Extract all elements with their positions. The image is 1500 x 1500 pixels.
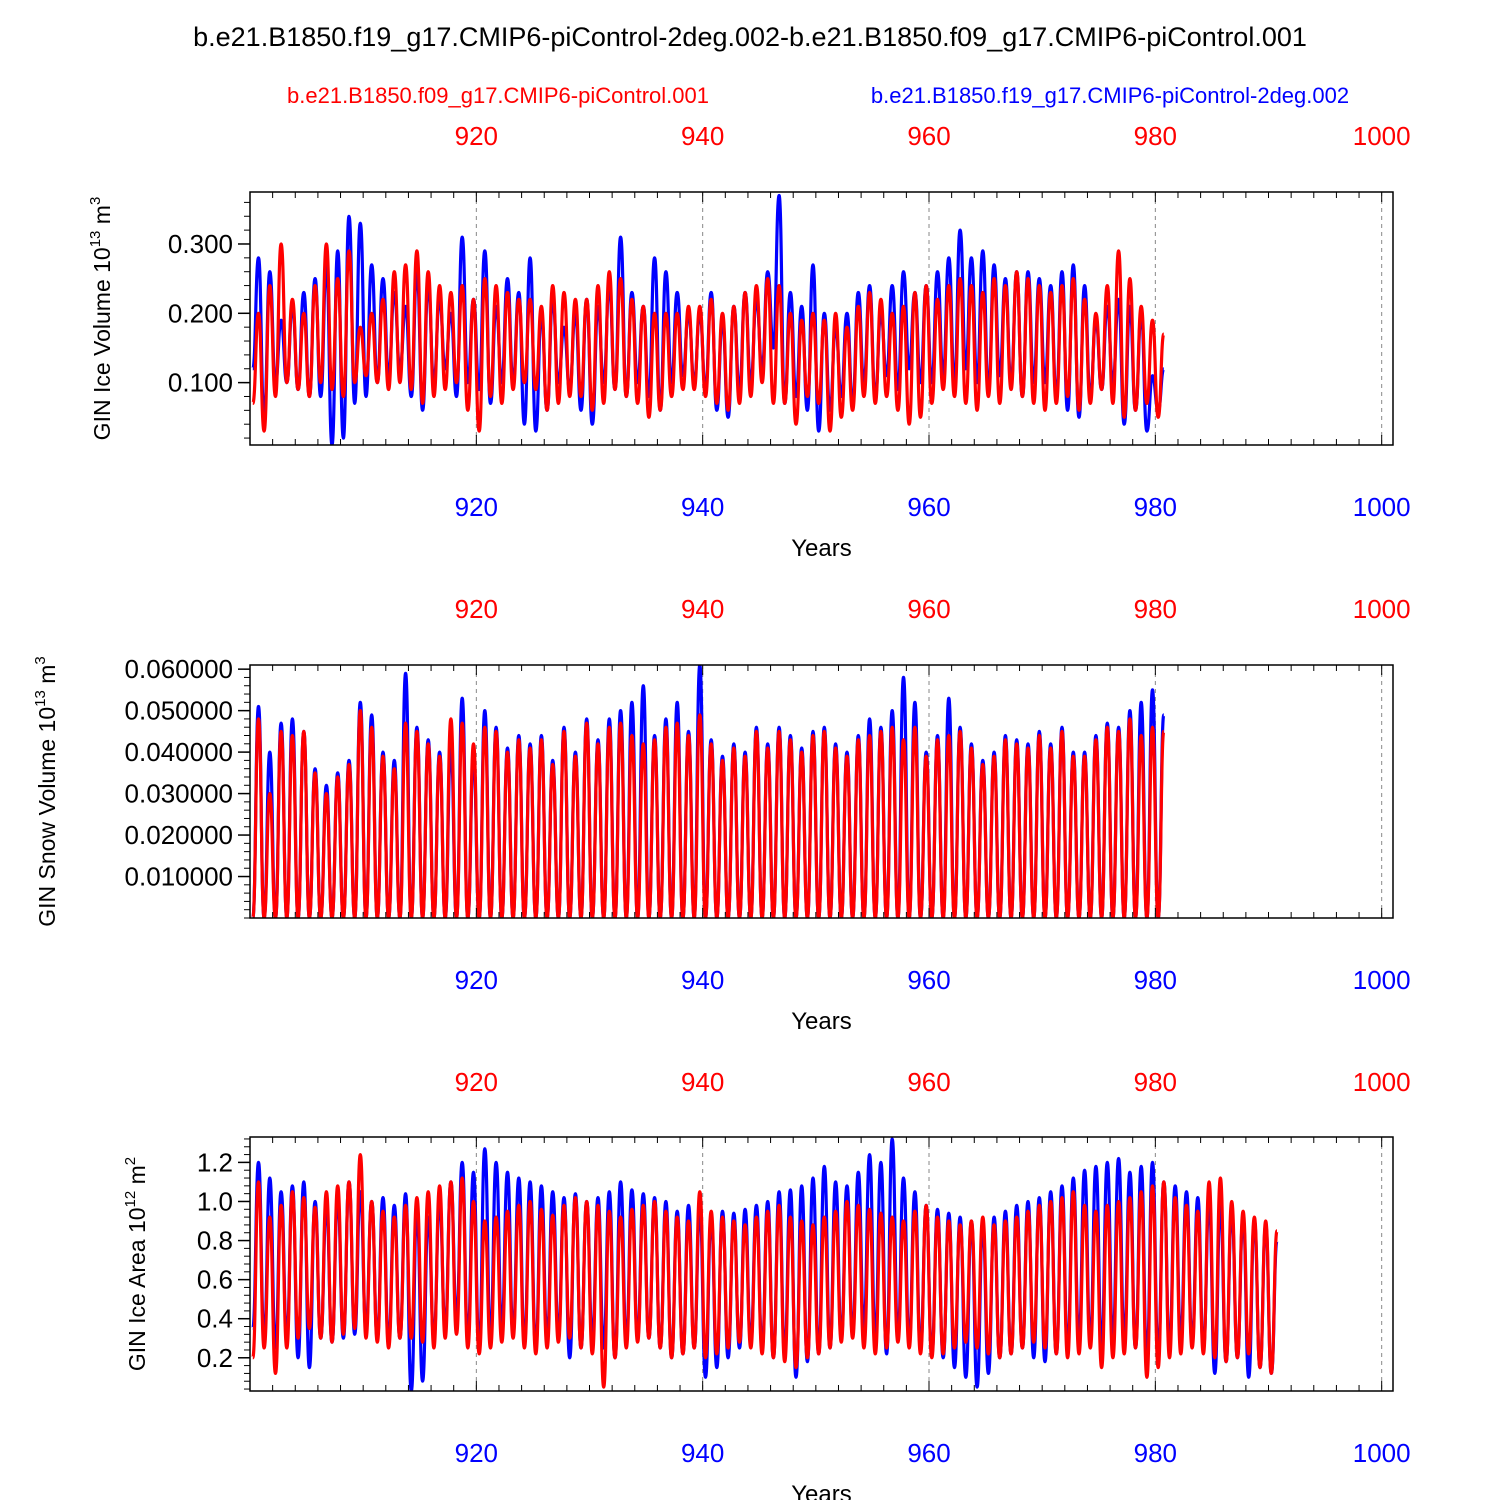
y-axis-title-superscript: 13 [87,231,104,248]
y-tick-label-0.040000: 0.040000 [125,737,233,767]
y-axis-title-text: GIN Ice Volume 10 [89,247,115,440]
x-bottom-tick-label-980: 980 [1134,492,1177,522]
y-axis-title-text: m [34,665,60,691]
x-top-tick-label-960: 960 [907,1067,950,1097]
y-tick-label-0.010000: 0.010000 [125,862,233,892]
y-axis-title-superscript: 2 [122,1157,139,1165]
plot-frame [249,191,1394,446]
legend-red-label: b.e21.B1850.f09_g17.CMIP6-piControl.001 [287,83,709,108]
y-axis-title-text: GIN Snow Volume 10 [34,707,60,927]
x-bottom-tick-label-1000: 1000 [1353,1438,1411,1468]
series-line-red [251,709,1166,918]
y-tick-label-0.050000: 0.050000 [125,696,233,726]
x-bottom-tick-label-980: 980 [1134,1438,1177,1468]
x-bottom-tick-label-980: 980 [1134,965,1177,995]
figure-title: b.e21.B1850.f19_g17.CMIP6-piControl-2deg… [193,22,1307,52]
x-bottom-tick-label-960: 960 [907,965,950,995]
chart-panel-ice-area: 0.2 0.4 0.6 0.8 1.0 1.2 920 920 940 940 960 960 980 9… [122,1067,1411,1500]
y-tick-label-0.100: 0.100 [168,368,233,398]
y-tick-label-0.200: 0.200 [168,298,233,328]
y-axis-title-superscript: 3 [32,656,49,664]
y-axis-title-text: GIN Ice Area 10 [124,1207,150,1371]
y-tick-label-1.0: 1.0 [197,1186,233,1216]
y-tick-label-0.030000: 0.030000 [125,779,233,809]
x-top-tick-label-920: 920 [455,121,498,151]
x-top-tick-label-960: 960 [907,121,950,151]
x-bottom-tick-label-1000: 1000 [1353,965,1411,995]
x-top-tick-label-980: 980 [1134,594,1177,624]
y-axis-title: GIN Ice Volume 1013 m3 [87,197,115,441]
y-tick-label-0.020000: 0.020000 [125,820,233,850]
chart-panel-ice-volume: 0.100 0.200 0.300 920 920 940 940 960 960 980 980 1… [87,121,1411,562]
y-axis-title-superscript: 12 [122,1191,139,1208]
x-bottom-tick-label-920: 920 [455,1438,498,1468]
x-top-tick-label-960: 960 [907,594,950,624]
x-axis-title: Years [791,1481,852,1500]
x-bottom-tick-label-940: 940 [681,492,724,522]
plot-frame [249,664,1394,919]
x-top-tick-label-980: 980 [1134,1067,1177,1097]
y-axis-title: GIN Ice Area 1012 m2 [122,1157,150,1371]
x-top-tick-label-1000: 1000 [1353,121,1411,151]
y-axis-title-text: m [124,1165,150,1191]
x-bottom-tick-label-940: 940 [681,1438,724,1468]
y-axis-title-text: m [89,205,115,231]
x-top-tick-label-920: 920 [455,594,498,624]
x-axis-title: Years [791,535,852,562]
y-axis-title-superscript: 13 [32,690,49,707]
y-tick-label-0.060000: 0.060000 [125,654,233,684]
x-top-tick-label-920: 920 [455,1067,498,1097]
x-top-tick-label-940: 940 [681,1067,724,1097]
x-bottom-tick-label-960: 960 [907,492,950,522]
series-line-red [251,242,1166,433]
x-bottom-tick-label-920: 920 [455,492,498,522]
series-line-red [251,1153,1279,1389]
x-axis-title: Years [791,1008,852,1035]
y-axis-title: GIN Snow Volume 1013 m3 [32,656,60,927]
chart-panel-snow-volume: 0.010000 0.020000 0.030000 0.040000 0.050000… [32,594,1411,1035]
x-top-tick-label-1000: 1000 [1353,1067,1411,1097]
x-bottom-tick-label-1000: 1000 [1353,492,1411,522]
y-tick-label-0.2: 0.2 [197,1343,233,1373]
y-axis-title-superscript: 3 [87,197,104,205]
x-bottom-tick-label-960: 960 [907,1438,950,1468]
y-tick-label-0.4: 0.4 [197,1304,233,1334]
y-tick-label-1.2: 1.2 [197,1147,233,1177]
x-top-tick-label-940: 940 [681,594,724,624]
x-bottom-tick-label-940: 940 [681,965,724,995]
y-tick-label-0.8: 0.8 [197,1226,233,1256]
y-tick-label-0.6: 0.6 [197,1265,233,1295]
x-top-tick-label-1000: 1000 [1353,594,1411,624]
x-bottom-tick-label-920: 920 [455,965,498,995]
y-tick-label-0.300: 0.300 [168,229,233,259]
x-top-tick-label-940: 940 [681,121,724,151]
legend-blue-label: b.e21.B1850.f19_g17.CMIP6-piControl-2deg… [871,83,1349,108]
x-top-tick-label-980: 980 [1134,121,1177,151]
